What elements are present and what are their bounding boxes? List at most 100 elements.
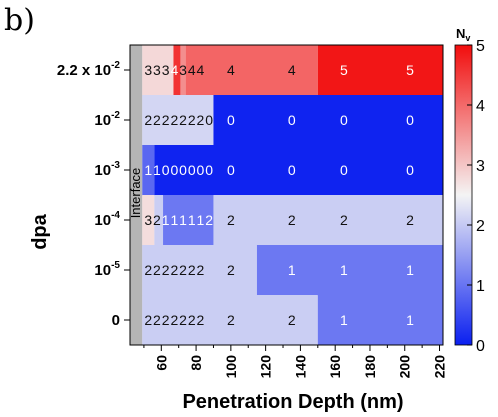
x-tick-label: 200: [397, 355, 413, 379]
cell-value-label: 0: [188, 162, 196, 178]
cell-value-label: 0: [179, 162, 187, 178]
cell-value-label: 2: [170, 312, 178, 328]
heatmap-cell: [142, 95, 214, 146]
plot-frame: [129, 44, 444, 346]
y-tick-label-exponent: -2: [111, 110, 120, 121]
cell-value-label: 1: [340, 312, 348, 328]
cell-value-label: 2: [179, 262, 187, 278]
cell-value-label: 3: [144, 212, 152, 228]
cell-value-label: 1: [406, 312, 414, 328]
heatmap-cell: [154, 145, 443, 196]
x-tick-label: 100: [223, 355, 239, 379]
heatmap-cell: [317, 45, 443, 96]
cell-value-label: 0: [197, 162, 205, 178]
y-axis: 2.2 x 10-210-210-310-410-50: [57, 60, 130, 329]
cell-value-label: 2: [227, 262, 235, 278]
y-tick-label-base: 10: [94, 262, 111, 279]
x-tick-label: 120: [258, 355, 274, 379]
cell-value-label: 0: [227, 112, 235, 128]
cell-value-label: 2: [227, 212, 235, 228]
heatmap-cell: [213, 195, 443, 246]
heatmap-cell: [142, 195, 155, 246]
cell-value-label: 2: [179, 312, 187, 328]
y-tick-label: 10-3: [94, 160, 120, 179]
cell-value-label: 2: [179, 112, 187, 128]
heatmap-cell: [163, 195, 214, 246]
y-tick-label-base: 10: [94, 112, 111, 129]
heatmap-cell: [142, 295, 318, 346]
x-tick-label: 140: [292, 355, 308, 379]
cell-value-label: 0: [162, 162, 170, 178]
cell-value-label: 2: [144, 262, 152, 278]
cell-value-label: 2: [188, 112, 196, 128]
y-tick-label-base: 10: [94, 212, 111, 229]
cell-value-label: 4: [288, 62, 296, 78]
cell-value-label: 2: [170, 262, 178, 278]
cell-value-label: 2: [144, 112, 152, 128]
x-tick-label: 220: [432, 355, 448, 379]
cell-value-label: 1: [162, 212, 170, 228]
cell-value-label: 0: [288, 162, 296, 178]
cell-value-label: 0: [340, 112, 348, 128]
cell-value-label: 2: [288, 312, 296, 328]
heatmap-cell: [256, 245, 443, 296]
y-tick-label: 10-5: [94, 260, 120, 279]
cell-value-label: 4: [227, 62, 235, 78]
x-tick-label: 80: [188, 355, 204, 371]
cell-value-label: 4: [197, 62, 205, 78]
cell-value-label: 1: [153, 162, 161, 178]
cell-value-label: 1: [340, 262, 348, 278]
y-tick-label-exponent: -2: [111, 60, 120, 71]
y-tick-label: 2.2 x 10-2: [57, 60, 121, 79]
heatmap-cell-labels: 3 3 3 4 3 4 4 4 4 5 52 2 2 2 2 2 2 0 0 0 0 01 1 0 0 0 0 0 0 0 0 0 03 2 1 1 1…: [144, 62, 414, 328]
colorbar-tick-label: 1: [476, 278, 485, 295]
colorbar-title: Nv: [456, 26, 470, 43]
colorbar-tick-label: 2: [476, 218, 485, 235]
colorbar-tick-label: 4: [476, 98, 485, 115]
cell-value-label: 1: [179, 212, 187, 228]
cell-value-label: 2: [153, 312, 161, 328]
y-tick-label-exponent: -4: [111, 210, 120, 221]
cell-value-label: 2: [153, 262, 161, 278]
interface-label: Interface: [128, 168, 143, 219]
y-tick-label-exponent: -5: [111, 260, 120, 271]
cell-value-label: 2: [153, 112, 161, 128]
cell-value-label: 1: [170, 212, 178, 228]
heatmap-cell: [213, 95, 443, 146]
y-axis-title: dpa: [29, 213, 51, 249]
x-axis-title: Penetration Depth (nm): [182, 391, 403, 413]
cell-value-label: 2: [205, 212, 213, 228]
colorbar-ticks: 0 1 2 3 4 5: [467, 38, 485, 355]
interface-band: [130, 45, 143, 345]
x-tick-label: 60: [153, 355, 169, 371]
y-tick-label: 10-2: [94, 110, 120, 129]
cell-value-label: 1: [188, 212, 196, 228]
cell-value-label: 1: [288, 262, 296, 278]
cell-value-label: 2: [406, 212, 414, 228]
heatmap-cell: [180, 45, 186, 96]
cell-value-label: 3: [162, 62, 170, 78]
colorbar: Nv 0 1 2 3 4 5: [454, 26, 485, 355]
cell-value-label: 4: [170, 62, 178, 78]
cell-value-label: 4: [188, 62, 196, 78]
y-tick-label-base: 0: [112, 312, 120, 329]
cell-value-label: 3: [144, 62, 152, 78]
cell-value-label: 2: [197, 312, 205, 328]
cell-value-label: 3: [153, 62, 161, 78]
y-tick-label-base: 10: [94, 162, 111, 179]
cell-value-label: 0: [205, 162, 213, 178]
cell-value-label: 2: [288, 212, 296, 228]
cell-value-label: 1: [406, 262, 414, 278]
heatmap-cell: [142, 245, 257, 296]
cell-value-label: 2: [162, 112, 170, 128]
cell-value-label: 5: [406, 62, 414, 78]
y-tick-label-base: 2.2 x 10: [57, 62, 111, 79]
heatmap-cell: [173, 45, 181, 96]
x-axis: 60 80 100 120 140 160 180 200 220: [143, 345, 448, 379]
heatmap-cell: [317, 295, 443, 346]
y-tick-label-exponent: -3: [111, 160, 120, 171]
cell-value-label: 2: [197, 262, 205, 278]
colorbar-title-sub: v: [465, 33, 470, 43]
cell-value-label: 3: [179, 62, 187, 78]
